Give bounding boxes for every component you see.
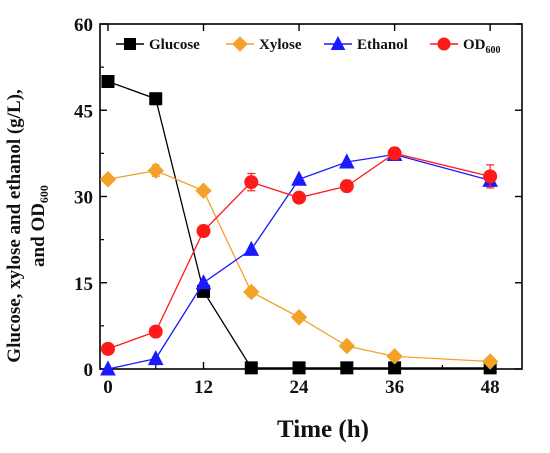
data-point <box>291 170 307 186</box>
y-axis-title-line2: and OD600 <box>28 185 51 267</box>
legend-label: Xylose <box>259 37 302 53</box>
y-axis-title-line2-sub: 600 <box>37 185 51 203</box>
data-point <box>290 309 308 326</box>
legend-marker <box>437 37 451 51</box>
legend: Glucose Xylose Ethanol OD600 <box>116 35 501 56</box>
series-line <box>107 80 491 369</box>
y-axis-title-line1: Glucose, xylose and ethanol (g/L), <box>4 89 25 363</box>
data-point <box>195 274 212 290</box>
data-point <box>481 353 499 370</box>
y-tick-label: 30 <box>74 188 93 209</box>
legend-item-ethanol: Ethanol <box>324 35 408 53</box>
y-axis-title: Glucose, xylose and ethanol (g/L), and O… <box>4 89 51 363</box>
y-tick-label: 0 <box>84 360 94 381</box>
y-tick-label: 60 <box>74 15 93 36</box>
legend-marker <box>330 35 346 50</box>
data-point <box>148 324 163 339</box>
data-point <box>196 224 211 238</box>
data-point <box>244 175 259 190</box>
data-point <box>147 350 164 366</box>
data-point <box>340 361 354 375</box>
data-point <box>339 153 355 169</box>
series-layer <box>99 75 499 376</box>
data-point <box>386 348 403 365</box>
data-point <box>100 341 115 356</box>
series-line <box>107 152 491 350</box>
x-axis-title: Time (h) <box>277 416 369 443</box>
data-point <box>99 171 117 188</box>
data-point <box>147 162 164 179</box>
series-xylose <box>99 162 499 370</box>
data-point <box>243 283 260 301</box>
legend-item-xylose: Xylose <box>226 36 302 53</box>
series-od <box>100 146 498 356</box>
data-point <box>100 360 116 376</box>
y-tick-label: 45 <box>74 101 93 122</box>
y-axis: 0 15 30 45 60 <box>74 15 522 381</box>
x-tick-label: 0 <box>103 377 113 398</box>
x-tick-label: 48 <box>481 377 500 398</box>
data-point <box>244 361 258 375</box>
legend-item-glucose: Glucose <box>116 37 200 53</box>
series-ethanol <box>100 145 498 376</box>
data-point <box>338 337 356 355</box>
data-point <box>292 361 306 375</box>
data-point <box>339 179 354 194</box>
x-axis: 0 12 24 36 48 <box>103 24 500 398</box>
data-point <box>243 240 260 256</box>
legend-label: OD600 <box>463 37 501 56</box>
x-tick-label: 12 <box>194 377 213 398</box>
y-axis-title-line2-main: and OD <box>28 203 49 267</box>
x-tick-label: 24 <box>290 377 310 398</box>
legend-marker <box>232 36 248 52</box>
data-point <box>149 92 163 106</box>
legend-label: Glucose <box>149 37 200 53</box>
x-tick-label: 36 <box>385 377 404 398</box>
data-point <box>292 190 307 205</box>
series-line <box>107 153 491 370</box>
data-point <box>101 75 115 88</box>
data-point <box>483 169 498 184</box>
plot-border <box>99 23 523 370</box>
data-point <box>387 146 402 161</box>
data-point <box>195 182 212 199</box>
plot-frame <box>99 23 523 370</box>
legend-label-sub: 600 <box>486 45 501 56</box>
legend-marker <box>124 38 136 50</box>
y-tick-label: 15 <box>74 274 93 295</box>
series-line <box>107 169 491 363</box>
legend-item-od: OD600 <box>430 37 501 56</box>
legend-label: Ethanol <box>357 37 408 53</box>
